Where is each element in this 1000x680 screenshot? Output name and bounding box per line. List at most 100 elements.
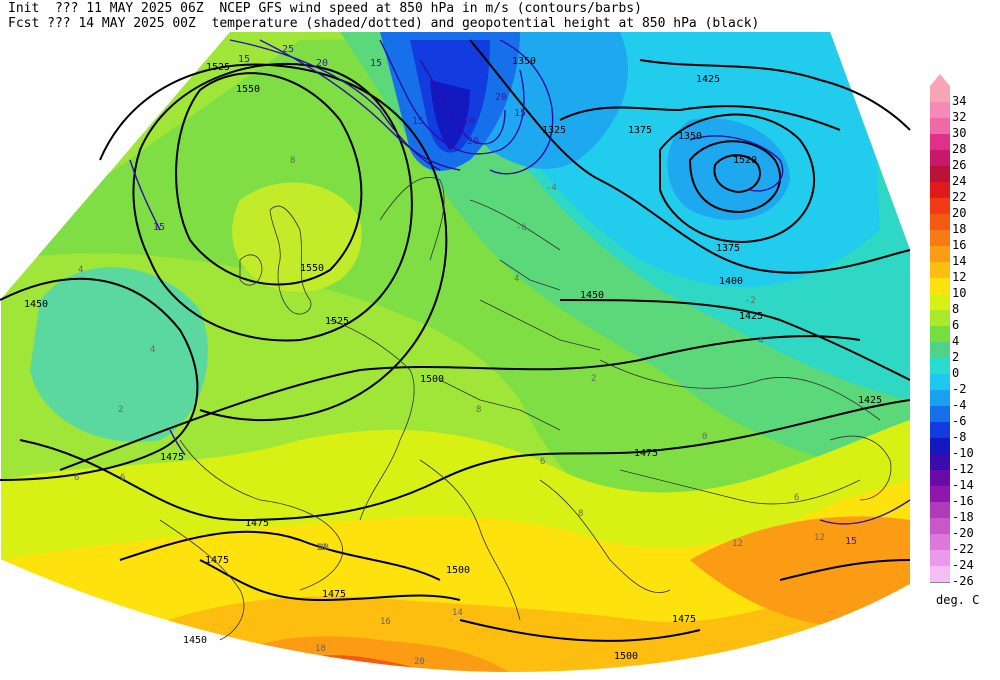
svg-text:1475: 1475 <box>322 589 346 600</box>
legend-swatch <box>930 486 950 503</box>
legend-label: -12 <box>952 462 974 476</box>
legend-swatch <box>930 102 950 119</box>
svg-text:15: 15 <box>370 58 382 69</box>
legend-label: -10 <box>952 446 974 460</box>
svg-text:1450: 1450 <box>580 290 604 301</box>
svg-text:1520: 1520 <box>733 155 757 166</box>
legend-entry: 14 <box>926 246 1000 268</box>
svg-text:12: 12 <box>814 533 825 543</box>
legend-label: 24 <box>952 174 967 188</box>
legend-swatch <box>930 118 950 135</box>
legend-entry: 26 <box>926 150 1000 172</box>
svg-text:10: 10 <box>463 116 475 127</box>
svg-text:1450: 1450 <box>183 635 207 646</box>
legend-swatch <box>930 166 950 183</box>
svg-text:1475: 1475 <box>672 614 696 625</box>
temperature-labels: 6 4 2 4 6 8 10 12 14 16 18 20 8 6 4 2 0 … <box>74 156 825 667</box>
legend-entry: -20 <box>926 518 1000 540</box>
svg-text:4: 4 <box>758 336 763 346</box>
svg-text:15: 15 <box>412 116 424 127</box>
legend-entry: 28 <box>926 134 1000 156</box>
legend-swatch <box>930 374 950 391</box>
legend-label: 16 <box>952 238 967 252</box>
legend-entry: 24 <box>926 166 1000 188</box>
legend-label: 0 <box>952 366 960 380</box>
legend-label: 8 <box>952 302 960 316</box>
legend-entry: -18 <box>926 502 1000 524</box>
legend-label: -24 <box>952 558 974 572</box>
legend-swatch <box>930 550 950 567</box>
legend-swatch <box>930 310 950 327</box>
legend-swatch <box>930 422 950 439</box>
svg-text:15: 15 <box>845 536 857 547</box>
svg-text:1400: 1400 <box>719 276 743 287</box>
legend-entry: 6 <box>926 310 1000 332</box>
svg-text:-6: -6 <box>516 223 527 233</box>
legend-swatch <box>930 470 950 487</box>
legend-entry: -4 <box>926 390 1000 412</box>
svg-text:12: 12 <box>732 539 743 549</box>
legend-entry: 8 <box>926 294 1000 316</box>
svg-text:6: 6 <box>120 473 125 483</box>
svg-text:1425: 1425 <box>739 311 763 322</box>
legend-entry: -24 <box>926 550 1000 572</box>
svg-text:4: 4 <box>150 345 155 355</box>
svg-text:6: 6 <box>74 473 79 483</box>
legend-label: 18 <box>952 222 967 236</box>
legend-top-arrow <box>930 74 950 86</box>
legend-entry: 22 <box>926 182 1000 204</box>
svg-text:15: 15 <box>514 108 526 119</box>
legend-swatch <box>930 150 950 167</box>
legend-label: -14 <box>952 478 974 492</box>
legend-label: 34 <box>952 94 967 108</box>
legend-swatch <box>930 246 950 263</box>
legend-label: 2 <box>952 350 960 364</box>
svg-text:15: 15 <box>238 54 250 65</box>
svg-text:20: 20 <box>316 58 328 69</box>
legend-swatch <box>930 86 950 103</box>
legend-label: -18 <box>952 510 974 524</box>
svg-text:16: 16 <box>380 617 391 627</box>
legend-label: 26 <box>952 158 967 172</box>
svg-text:1525: 1525 <box>206 62 230 73</box>
svg-text:1425: 1425 <box>858 395 882 406</box>
svg-text:1475: 1475 <box>205 555 229 566</box>
legend-label: 6 <box>952 318 960 332</box>
legend-entry: 18 <box>926 214 1000 236</box>
svg-text:20: 20 <box>467 136 479 147</box>
temperature-shading <box>0 32 910 674</box>
legend-label: -8 <box>952 430 967 444</box>
legend-label: 28 <box>952 142 967 156</box>
legend-label: 22 <box>952 190 967 204</box>
legend-swatch <box>930 134 950 151</box>
legend-entry: -8 <box>926 422 1000 444</box>
legend-swatch <box>930 390 950 407</box>
legend-label: 4 <box>952 334 960 348</box>
legend-swatch <box>930 534 950 551</box>
legend-swatch <box>930 342 950 359</box>
legend-label: -16 <box>952 494 974 508</box>
legend-entry: -16 <box>926 486 1000 508</box>
legend-entry: 12 <box>926 262 1000 284</box>
legend-entry: 2 <box>926 342 1000 364</box>
svg-text:-4: -4 <box>546 183 557 193</box>
svg-text:6: 6 <box>794 493 799 503</box>
legend-entry: 16 <box>926 230 1000 252</box>
legend-entry: 10 <box>926 278 1000 300</box>
legend-label: 10 <box>952 286 967 300</box>
wind-speed-labels: 15 20 15 15 20 15 10 15 15 25 20 <box>153 44 857 547</box>
legend-swatch <box>930 262 950 279</box>
svg-text:10: 10 <box>318 543 329 553</box>
svg-text:1475: 1475 <box>245 518 269 529</box>
legend-label: -22 <box>952 542 974 556</box>
legend-entry: -26 <box>926 566 1000 588</box>
legend-entry: 20 <box>926 198 1000 220</box>
legend-swatch <box>930 518 950 535</box>
legend-swatch <box>930 358 950 375</box>
svg-text:1375: 1375 <box>628 125 652 136</box>
svg-text:1450: 1450 <box>24 299 48 310</box>
svg-text:15: 15 <box>153 222 165 233</box>
legend-swatch <box>930 454 950 471</box>
legend-swatch <box>930 230 950 247</box>
